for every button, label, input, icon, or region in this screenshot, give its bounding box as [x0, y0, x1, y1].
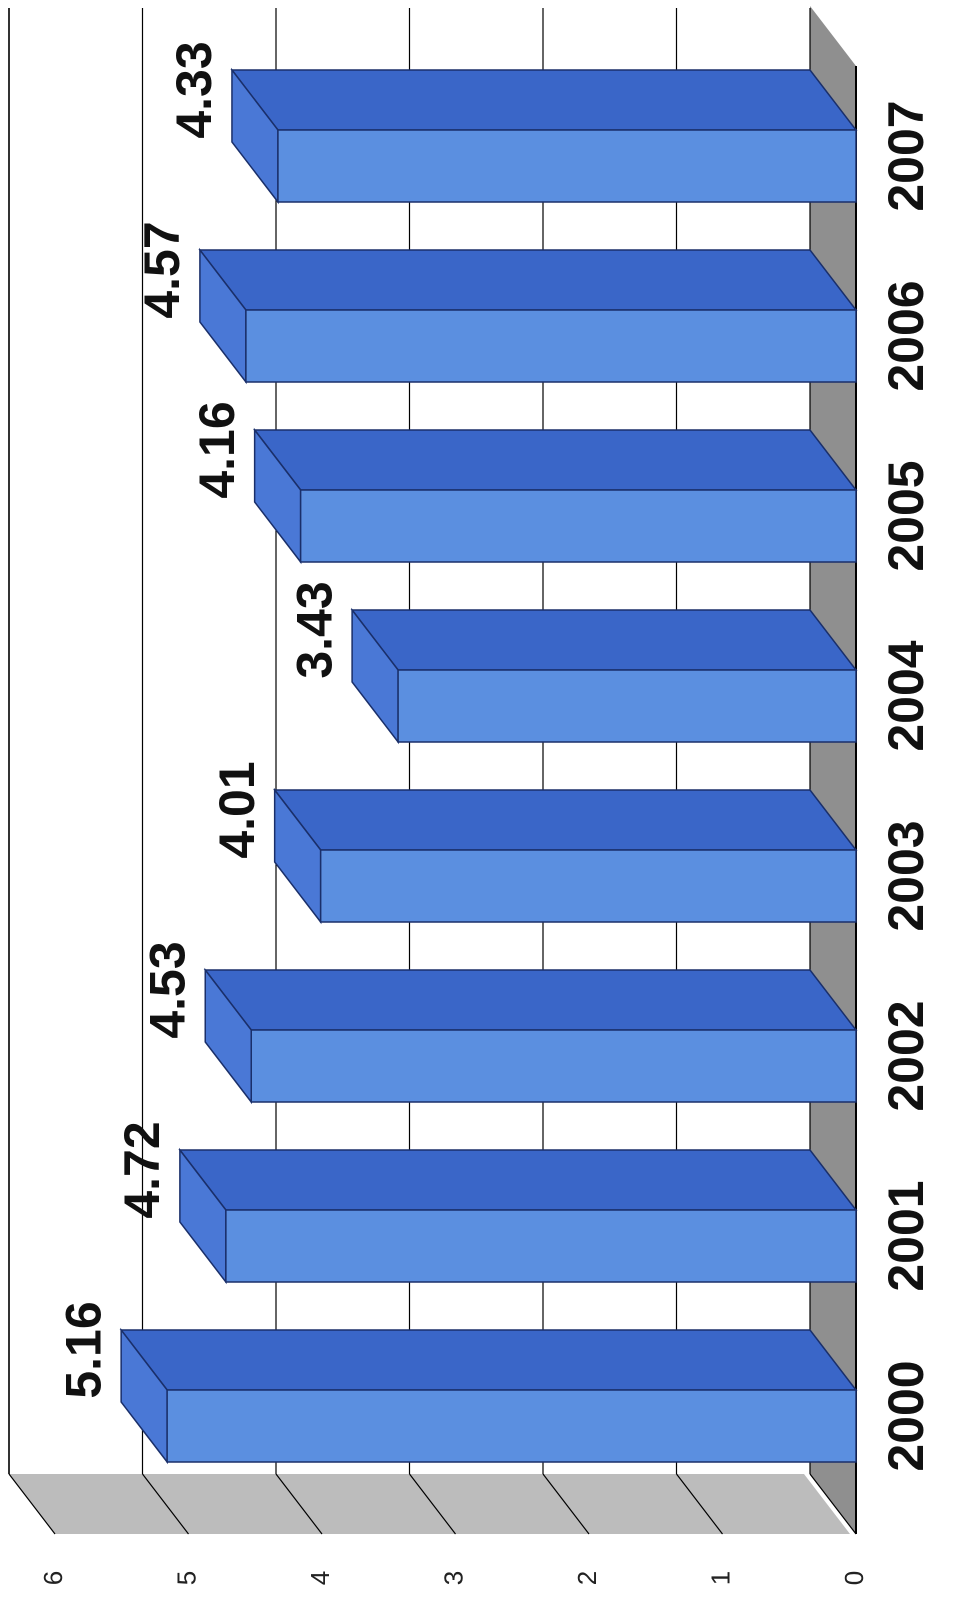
value-tick-label: 3	[438, 1571, 468, 1585]
bar-2001	[178, 1147, 858, 1285]
gridline-depth	[676, 1473, 723, 1535]
gridline-depth	[542, 1473, 590, 1535]
bar-top-face	[273, 789, 858, 851]
value-tick-label: 4	[305, 1571, 335, 1585]
side-wall	[9, 1474, 850, 1534]
category-label: 2001	[878, 1180, 934, 1291]
bar-2004	[350, 607, 858, 745]
bar-top-face	[350, 609, 858, 671]
category-label: 2005	[878, 460, 934, 571]
bar-top-face	[230, 69, 858, 131]
gridline-depth	[409, 1473, 456, 1535]
data-label: 3.43	[286, 581, 342, 678]
data-label: 5.16	[55, 1301, 111, 1398]
bar-top-face	[253, 429, 858, 491]
category-label: 2003	[878, 820, 934, 931]
category-label: 2002	[878, 1000, 934, 1111]
data-label: 4.53	[139, 941, 195, 1038]
bar-top-face	[178, 1149, 858, 1211]
bar-2006	[198, 247, 858, 385]
bar-front-face	[225, 1209, 857, 1283]
bar-2007	[230, 67, 858, 205]
value-tick-label: 5	[171, 1571, 201, 1585]
category-label: 2004	[878, 640, 934, 751]
bars	[119, 67, 858, 1465]
data-label: 4.72	[114, 1121, 170, 1218]
bar-front-face	[250, 1029, 857, 1103]
category-label: 2000	[878, 1360, 934, 1471]
gridline-depth	[8, 1473, 56, 1535]
gridline-depth	[809, 1473, 857, 1535]
bar-front-face	[166, 1389, 857, 1463]
chart-floor	[810, 6, 856, 1534]
data-label: 4.33	[166, 41, 222, 138]
data-label: 4.01	[209, 761, 265, 858]
bar-front-face	[277, 129, 857, 203]
data-labels: 5.16 4.72 4.53 4.01 3.43 4.16 4.57 4.33	[55, 41, 342, 1398]
bar-2005	[253, 427, 858, 565]
value-tick-label: 1	[705, 1571, 735, 1585]
bar-2003	[273, 787, 858, 925]
data-label: 4.16	[189, 401, 245, 498]
category-label: 2006	[878, 280, 934, 391]
bar-top-face	[203, 969, 858, 1031]
value-axis-ticks: 0 1 2 3 4 5 6	[38, 1571, 869, 1585]
gridline-depth	[275, 1473, 323, 1535]
floor-surface	[810, 6, 856, 1534]
bar-front-face	[299, 489, 857, 563]
gridline-depth	[142, 1473, 189, 1535]
bar-front-face	[397, 669, 857, 743]
value-tick-label: 0	[839, 1571, 869, 1585]
category-label: 2007	[878, 100, 934, 211]
bar-front-face	[319, 849, 857, 923]
bar-top-face	[198, 249, 858, 311]
value-tick-label: 6	[38, 1571, 68, 1585]
bar-2000	[119, 1327, 858, 1465]
bar-top-face	[119, 1329, 858, 1391]
bar-front-face	[245, 309, 857, 383]
bar-2002	[203, 967, 858, 1105]
category-axis-labels: 2000 2001 2002 2003 2004 2005 2006 2007	[878, 100, 934, 1471]
data-label: 4.57	[134, 221, 190, 318]
value-tick-label: 2	[572, 1571, 602, 1585]
